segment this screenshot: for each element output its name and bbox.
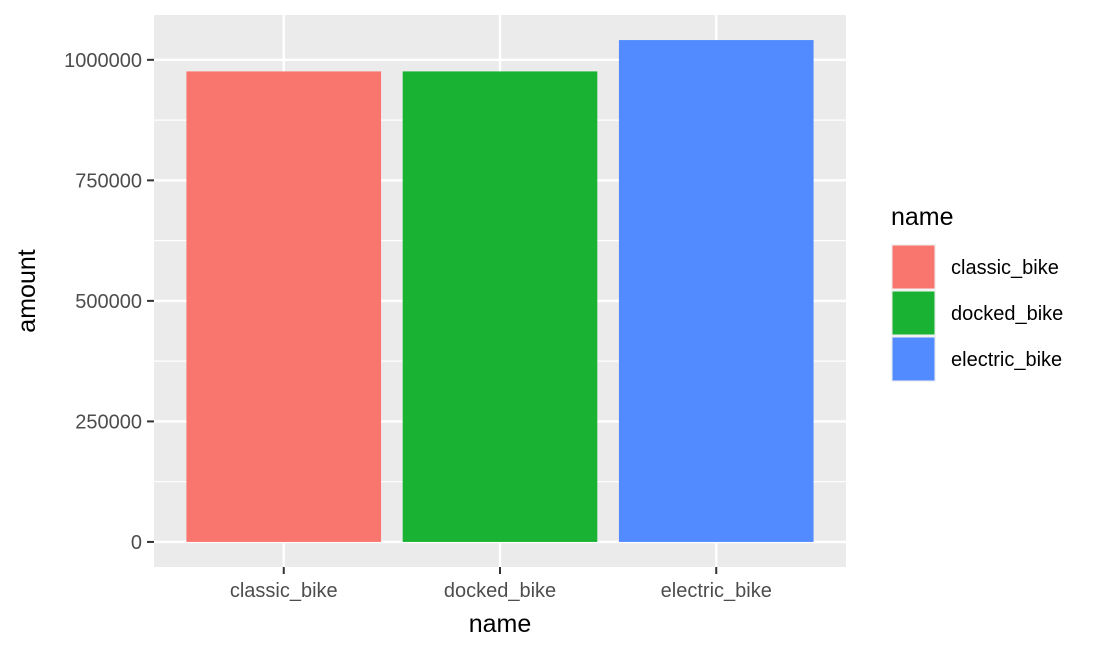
bars [186,40,814,542]
legend-key-docked-bike [892,291,935,335]
x-axis-title: name [469,610,532,638]
x-axis: classic_bike docked_bike electric_bike [230,567,772,602]
legend-title: name [891,203,954,231]
y-tick-label: 1000000 [64,50,142,72]
legend: name classic_bike docked_bike electric_bik… [891,203,1063,382]
y-axis-title: amount [13,249,41,332]
legend-label: classic_bike [951,257,1059,279]
bar-classic-bike [186,71,382,542]
x-tick-label: classic_bike [230,580,338,602]
legend-label: electric_bike [951,349,1062,371]
y-axis: 0 250000 500000 750000 1000000 [64,50,154,554]
y-tick-label: 500000 [75,291,142,313]
x-tick-label: electric_bike [661,580,772,602]
legend-key-electric-bike [892,337,935,381]
y-tick-label: 0 [131,532,142,554]
y-tick-label: 750000 [75,170,142,192]
y-tick-label: 250000 [75,411,142,433]
legend-key-classic-bike [892,245,935,289]
x-tick-label: docked_bike [444,580,556,602]
bar-electric-bike [618,40,814,542]
legend-label: docked_bike [951,303,1063,325]
bar-docked-bike [402,71,598,542]
